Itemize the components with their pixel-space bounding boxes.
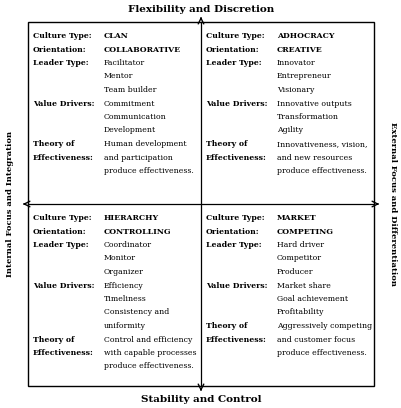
Text: CLAN: CLAN: [104, 32, 128, 40]
Text: Leader Type:: Leader Type:: [205, 241, 261, 249]
Text: Orientation:: Orientation:: [205, 46, 259, 53]
Text: Facilitator: Facilitator: [104, 59, 145, 67]
Text: COMPETING: COMPETING: [276, 228, 333, 235]
Text: produce effectiveness.: produce effectiveness.: [276, 349, 366, 357]
Text: Hard driver: Hard driver: [276, 241, 323, 249]
Text: Stability and Control: Stability and Control: [140, 395, 261, 404]
Text: Team builder: Team builder: [104, 86, 156, 94]
Text: Theory of: Theory of: [33, 335, 74, 344]
Text: Goal achievement: Goal achievement: [276, 295, 347, 303]
Text: and new resources: and new resources: [276, 153, 351, 162]
Text: Culture Type:: Culture Type:: [205, 214, 264, 222]
Text: Internal Focus and Integration: Internal Focus and Integration: [6, 131, 14, 277]
Text: Mentor: Mentor: [104, 73, 133, 80]
Text: External Focus and Differentiation: External Focus and Differentiation: [388, 122, 396, 286]
Text: Commitment: Commitment: [104, 100, 155, 107]
Text: uniformity: uniformity: [104, 322, 146, 330]
Text: produce effectiveness.: produce effectiveness.: [104, 167, 193, 175]
Text: Value Drivers:: Value Drivers:: [33, 282, 94, 290]
Text: Communication: Communication: [104, 113, 166, 121]
Text: Transformation: Transformation: [276, 113, 338, 121]
Text: Innovative outputs: Innovative outputs: [276, 100, 351, 107]
Text: Consistency and: Consistency and: [104, 308, 169, 317]
Text: Agility: Agility: [276, 126, 302, 135]
Text: COLLABORATIVE: COLLABORATIVE: [104, 46, 181, 53]
Text: CREATIVE: CREATIVE: [276, 46, 322, 53]
Text: Leader Type:: Leader Type:: [33, 241, 88, 249]
Text: Culture Type:: Culture Type:: [33, 32, 91, 40]
Text: Orientation:: Orientation:: [33, 228, 86, 235]
Text: Visionary: Visionary: [276, 86, 314, 94]
Text: Monitor: Monitor: [104, 255, 136, 262]
Text: Aggressively competing: Aggressively competing: [276, 322, 371, 330]
Text: Orientation:: Orientation:: [205, 228, 259, 235]
Text: HIERARCHY: HIERARCHY: [104, 214, 159, 222]
Bar: [28, 22, 373, 386]
Text: Culture Type:: Culture Type:: [33, 214, 91, 222]
Text: Efficiency: Efficiency: [104, 282, 144, 290]
Text: Effectiveness:: Effectiveness:: [33, 153, 94, 162]
Text: Competitor: Competitor: [276, 255, 321, 262]
Text: Effectiveness:: Effectiveness:: [33, 349, 94, 357]
Text: Producer: Producer: [276, 268, 313, 276]
Text: Innovator: Innovator: [276, 59, 315, 67]
Text: Coordinator: Coordinator: [104, 241, 152, 249]
Text: Entrepreneur: Entrepreneur: [276, 73, 331, 80]
Text: Human development: Human development: [104, 140, 186, 148]
Text: Effectiveness:: Effectiveness:: [205, 335, 266, 344]
Text: Effectiveness:: Effectiveness:: [205, 153, 266, 162]
Text: Profitability: Profitability: [276, 308, 324, 317]
Text: Flexibility and Discretion: Flexibility and Discretion: [128, 5, 273, 15]
Text: Control and efficiency: Control and efficiency: [104, 335, 192, 344]
Text: produce effectiveness.: produce effectiveness.: [276, 167, 366, 175]
Text: Organizer: Organizer: [104, 268, 144, 276]
Text: Culture Type:: Culture Type:: [205, 32, 264, 40]
Text: Timeliness: Timeliness: [104, 295, 146, 303]
Text: Market share: Market share: [276, 282, 330, 290]
Text: Value Drivers:: Value Drivers:: [205, 100, 267, 107]
Text: produce effectiveness.: produce effectiveness.: [104, 362, 193, 370]
Text: Theory of: Theory of: [205, 140, 247, 148]
Text: Innovativeness, vision,: Innovativeness, vision,: [276, 140, 367, 148]
Text: Development: Development: [104, 126, 156, 135]
Text: ADHOCRACY: ADHOCRACY: [276, 32, 334, 40]
Text: Value Drivers:: Value Drivers:: [205, 282, 267, 290]
Text: Orientation:: Orientation:: [33, 46, 86, 53]
Text: CONTROLLING: CONTROLLING: [104, 228, 171, 235]
Text: and customer focus: and customer focus: [276, 335, 354, 344]
Text: Theory of: Theory of: [33, 140, 74, 148]
Text: Value Drivers:: Value Drivers:: [33, 100, 94, 107]
Text: MARKET: MARKET: [276, 214, 316, 222]
Text: and participation: and participation: [104, 153, 172, 162]
Text: Theory of: Theory of: [205, 322, 247, 330]
Text: with capable processes: with capable processes: [104, 349, 196, 357]
Text: Leader Type:: Leader Type:: [33, 59, 88, 67]
Text: Leader Type:: Leader Type:: [205, 59, 261, 67]
